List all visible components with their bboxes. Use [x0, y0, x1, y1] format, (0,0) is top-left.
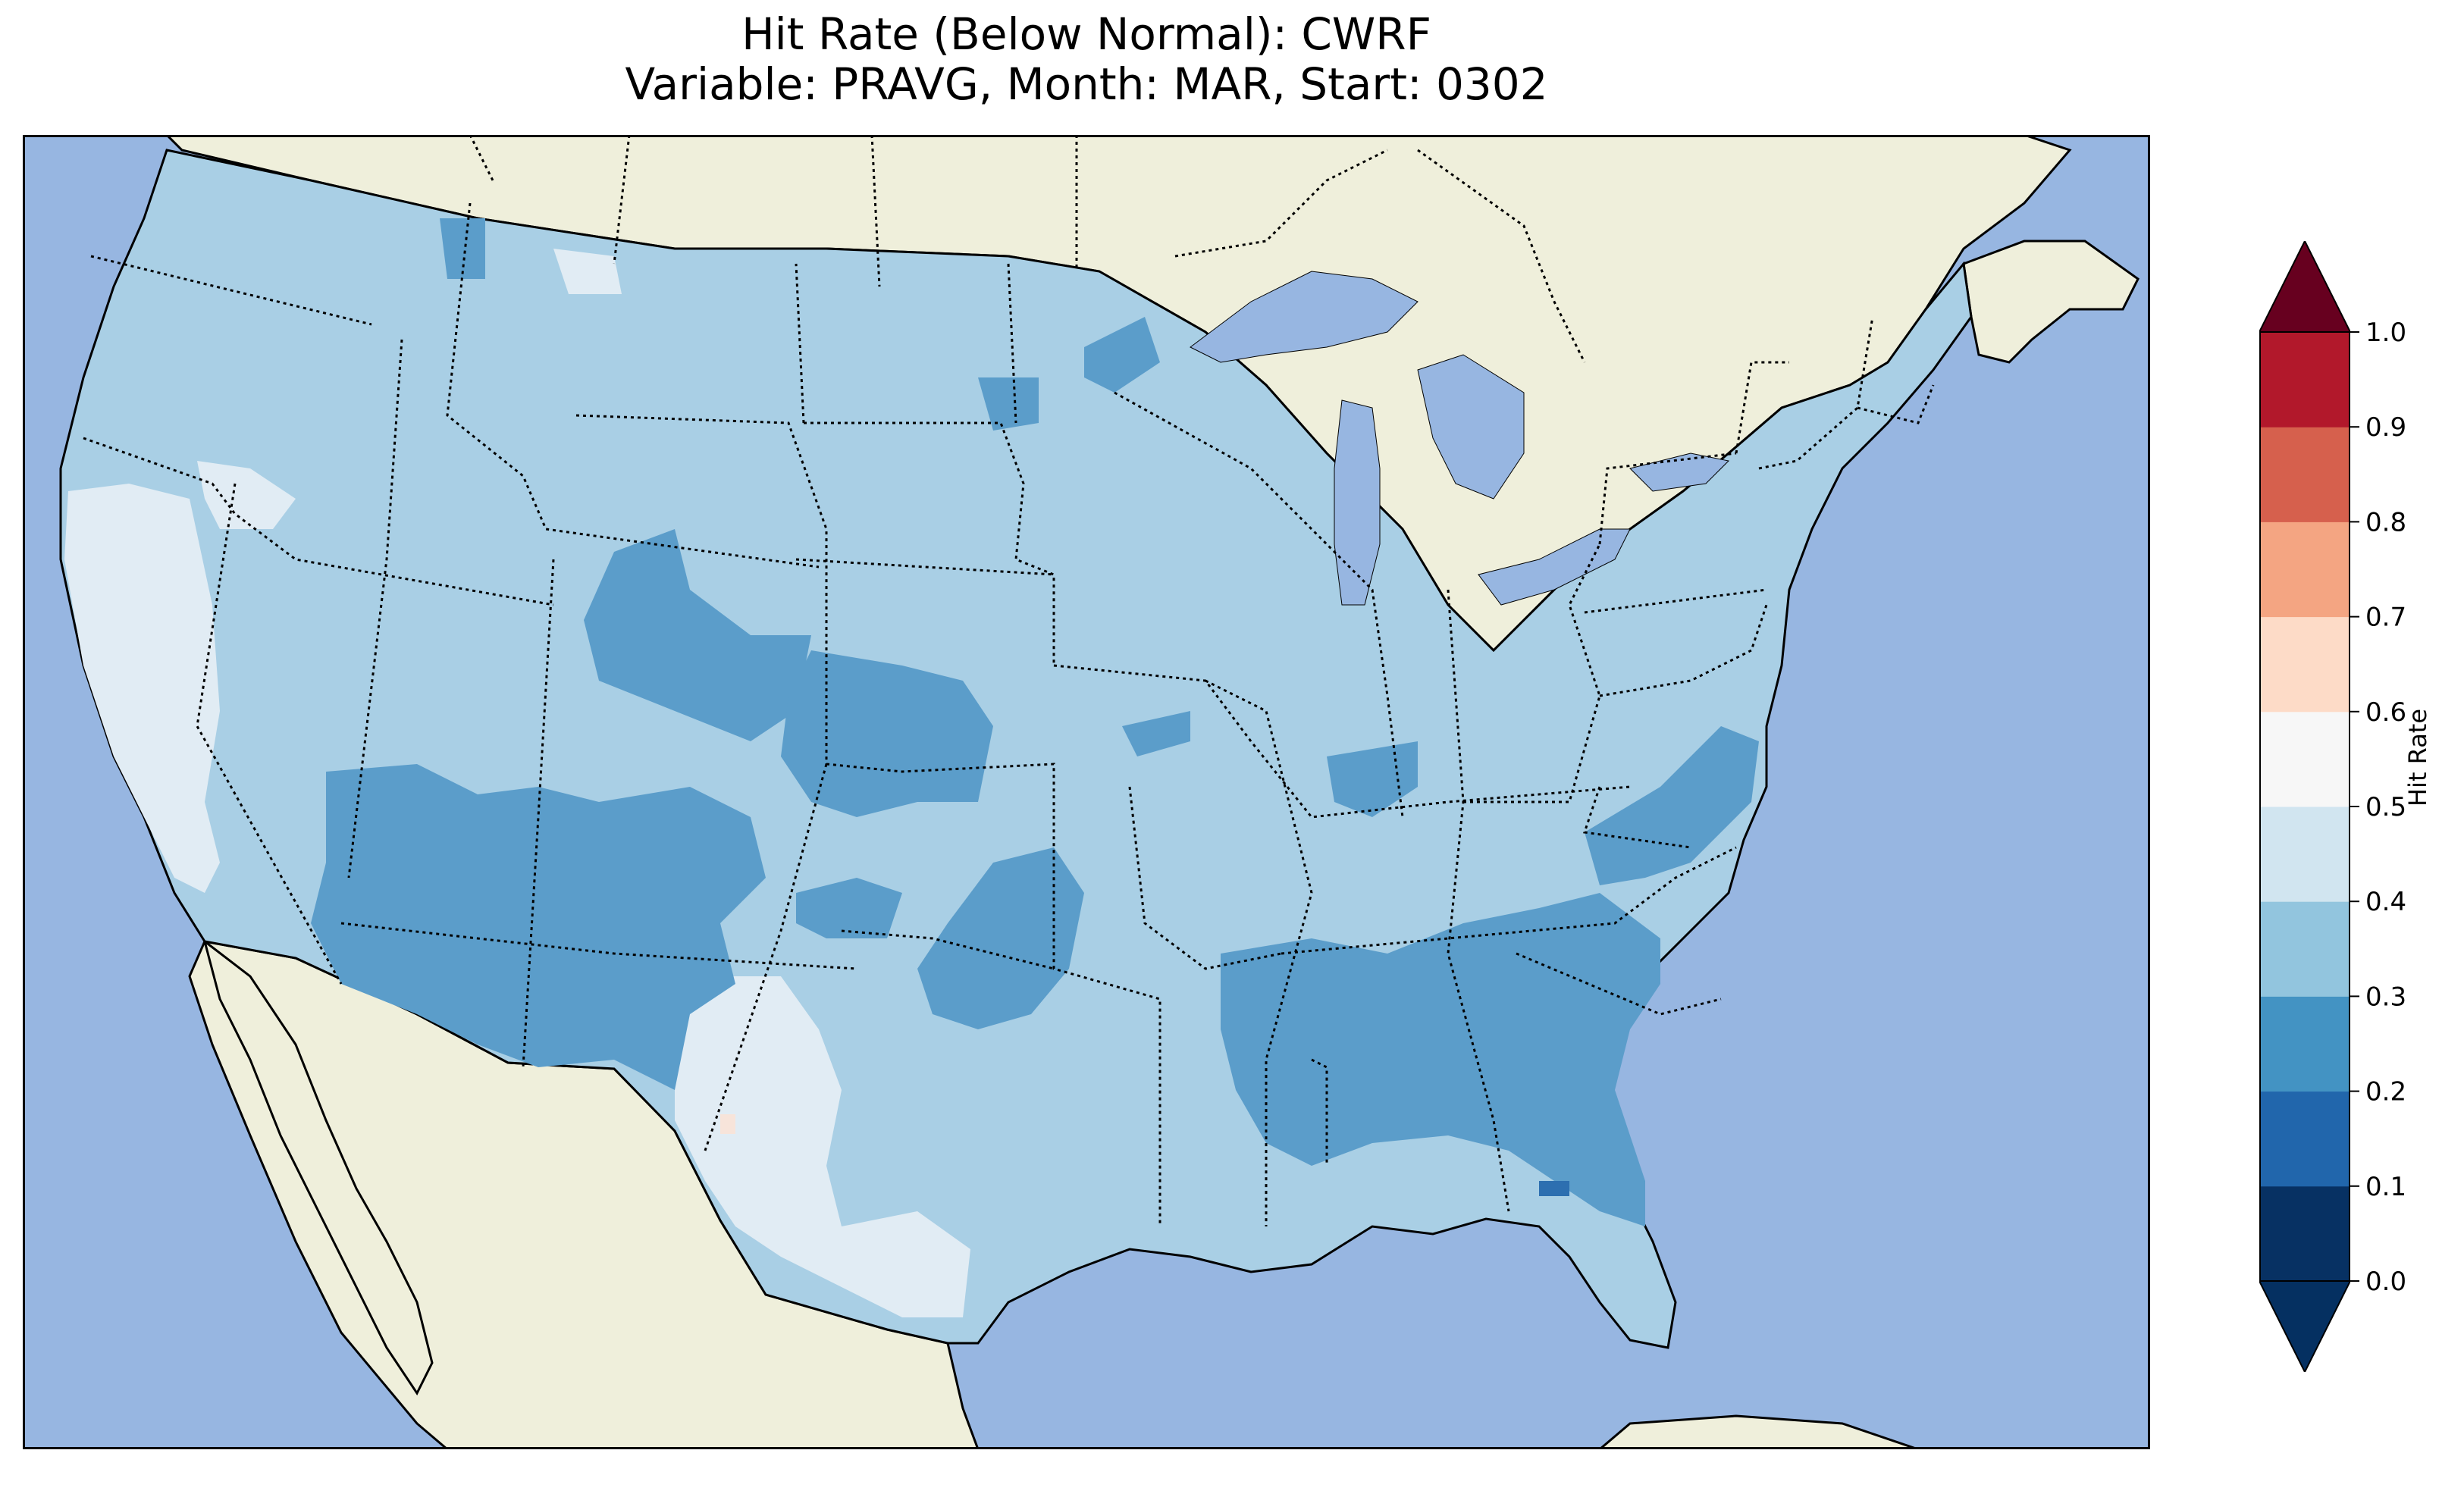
- colorbar-segment: [2259, 332, 2350, 428]
- title-line-1: Hit Rate (Below Normal): CWRF: [741, 8, 1431, 60]
- colorbar-tick-label: 0.0: [2365, 1267, 2406, 1297]
- baja-peninsula: [202, 938, 434, 1395]
- field-patch-idaho: [440, 218, 485, 279]
- great-lakes: [1190, 271, 1730, 606]
- colorbar-tick-label: 0.1: [2365, 1172, 2406, 1202]
- field-patch-wisconsin: [1084, 317, 1160, 393]
- field-patch-southeast: [1221, 893, 1660, 1226]
- field-patch-florida-dark: [1539, 1181, 1569, 1196]
- colorbar: [2259, 241, 2350, 1372]
- colorbar-segment: [2259, 616, 2350, 713]
- colorbar-segment: [2259, 711, 2350, 807]
- field-patch-california: [64, 484, 220, 893]
- field-patch-texas-peach: [720, 1114, 735, 1134]
- field-patch-colorado: [584, 529, 811, 741]
- field-patch-missouri: [1122, 711, 1190, 756]
- map-panel: [23, 135, 2150, 1449]
- colorbar-tick-label: 0.7: [2365, 603, 2406, 633]
- map-title: Hit Rate (Below Normal): CWRF Variable: …: [23, 9, 2150, 109]
- colorbar-tick-label: 0.3: [2365, 982, 2406, 1012]
- lake-erie: [1478, 528, 1631, 606]
- colorbar-tick-label: 0.5: [2365, 792, 2406, 822]
- field-patch-texas-light: [675, 976, 970, 1317]
- field-patch-nevada-light: [197, 461, 296, 529]
- colorbar-segment: [2259, 901, 2350, 997]
- lake-huron: [1417, 354, 1525, 500]
- colorbar-segment: [2259, 807, 2350, 902]
- colorbar-segment: [2259, 996, 2350, 1092]
- colorbar-segment: [2259, 427, 2350, 522]
- colorbar-tick-label: 0.9: [2365, 412, 2406, 443]
- colorbar-under-arrow: [2259, 1280, 2350, 1372]
- colorbar-tick-label: 0.6: [2365, 697, 2406, 728]
- field-patch-oklahoma: [917, 847, 1084, 1029]
- lake-superior: [1190, 271, 1419, 363]
- colorbar-tick-label: 0.8: [2365, 507, 2406, 537]
- colorbar-segment: [2259, 1185, 2350, 1282]
- colorbar-segment: [2259, 1091, 2350, 1187]
- colorbar-segment: [2259, 521, 2350, 618]
- cuba-land: [1597, 1414, 1919, 1449]
- colorbar-tick-label: 1.0: [2365, 318, 2406, 348]
- maritimes-land: [1962, 240, 2140, 364]
- colorbar-ticks: 0.0 0.1 0.2 0.3 0.4 0.5 0.6 0.7 0.8 0.9 1.0: [2350, 318, 2406, 1297]
- hit-rate-field: [64, 218, 1759, 1317]
- colorbar-label: Hit Rate: [2403, 708, 2432, 807]
- colorbar-over-arrow: [2259, 241, 2350, 333]
- colorbar-tick-label: 0.2: [2365, 1077, 2406, 1107]
- field-patch-carolinas: [1585, 726, 1759, 885]
- field-patch-kansas: [781, 650, 993, 817]
- field-patch-dakota: [978, 377, 1039, 431]
- map-border: [23, 135, 2150, 1449]
- lake-michigan: [1334, 399, 1381, 606]
- title-line-2: Variable: PRAVG, Month: MAR, Start: 0302: [625, 58, 1548, 110]
- field-patch-southwest: [311, 764, 766, 1090]
- colorbar-tick-label: 0.4: [2365, 887, 2406, 917]
- state-borders: [83, 135, 1935, 1226]
- field-patch-montana-light: [553, 249, 622, 294]
- field-patch-newmexico: [796, 878, 902, 938]
